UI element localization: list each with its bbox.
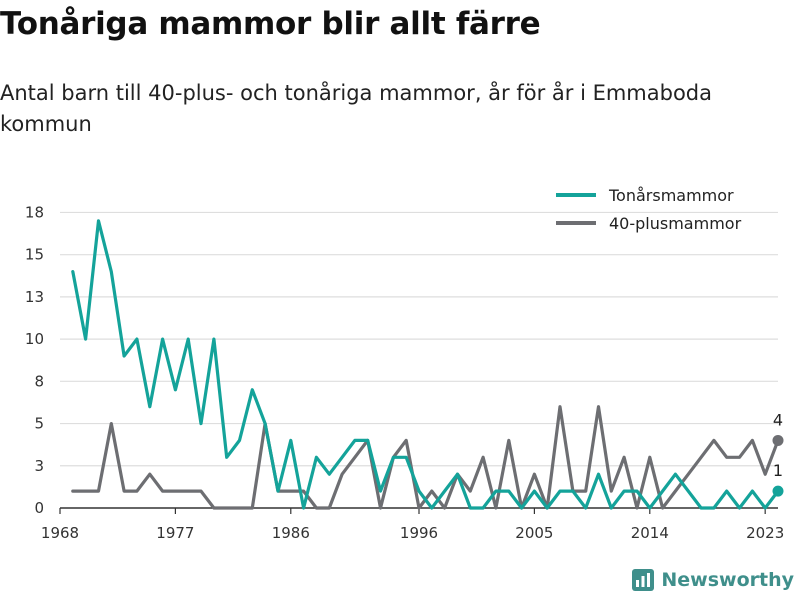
brand-logo: Newsworthy: [631, 568, 794, 592]
y-tick-label: 18: [25, 203, 44, 221]
x-tick-label: 1986: [272, 524, 310, 542]
x-tick-label: 1968: [41, 524, 79, 542]
y-tick-label: 10: [25, 330, 44, 348]
legend: Tonårsmammor 40-plusmammor: [556, 186, 742, 233]
series-line-fortyplusmammor: [71, 405, 780, 510]
series-lines: 41: [71, 219, 784, 510]
y-tick-label: 13: [25, 288, 44, 306]
legend-label: Tonårsmammor: [608, 186, 734, 205]
x-tick-label: 2014: [631, 524, 669, 542]
y-tick-label: 15: [25, 246, 44, 264]
legend-label: 40-plusmammor: [609, 214, 742, 233]
end-label: 1: [773, 461, 783, 480]
x-tick-label: 1996: [400, 524, 438, 542]
x-axis: 1968 1977 1986 1996 2005 2014 2023: [41, 507, 784, 542]
end-label: 4: [773, 410, 783, 429]
y-axis: 0 3 5 8 10 13 15 18: [25, 203, 44, 517]
brand-name: Newsworthy: [661, 569, 794, 591]
chart-subtitle: Antal barn till 40-plus- och tonåriga ma…: [0, 81, 713, 136]
x-tick-label: 1977: [156, 524, 194, 542]
chart-title: Tonåriga mammor blir allt färre: [0, 6, 541, 42]
grid-lines: [60, 211, 778, 467]
x-tick-label: 2023: [746, 524, 784, 542]
end-point: [772, 434, 784, 446]
y-tick-label: 0: [34, 499, 44, 517]
y-tick-label: 5: [34, 415, 44, 433]
end-point: [772, 485, 784, 497]
x-tick-label: 2005: [515, 524, 553, 542]
y-tick-label: 3: [34, 457, 44, 475]
series-line-tonarsmammor: [71, 219, 780, 510]
y-tick-label: 8: [34, 372, 44, 390]
newsworthy-logo-icon: [632, 569, 655, 591]
